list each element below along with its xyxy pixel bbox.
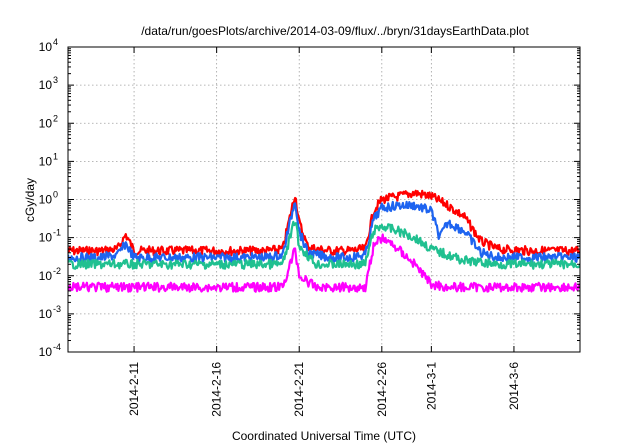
y-axis-label: cGy/day — [23, 178, 37, 222]
chart-title: /data/run/goesPlots/archive/2014-03-09/f… — [141, 24, 529, 38]
y-tick-label: 10 — [39, 231, 53, 245]
y-tick-exponent: 3 — [53, 75, 58, 85]
y-tick-label: 10 — [39, 40, 53, 54]
y-tick-exponent: -2 — [53, 266, 61, 276]
x-tick-label: 2014-2-21 — [292, 362, 306, 417]
y-tick-exponent: 4 — [53, 37, 58, 47]
x-tick-label: 2014-2-26 — [375, 362, 389, 417]
x-tick-labels: 2014-2-11 2014-2-16 2014-2-21 2014-2-26 2014… — [127, 362, 521, 417]
x-tick-label: 2014-2-16 — [210, 362, 224, 417]
y-tick-exponent: 2 — [53, 113, 58, 123]
plot-series — [68, 189, 580, 293]
series-2-line — [68, 200, 580, 264]
y-tick-exponent: -1 — [53, 228, 61, 238]
series-4-line — [68, 233, 580, 293]
grid — [68, 47, 580, 352]
y-tick-exponent: -4 — [53, 342, 61, 352]
y-tick-exponent: 0 — [53, 190, 58, 200]
y-tick-label: 10 — [39, 307, 53, 321]
x-tick-label: 2014-3-1 — [424, 362, 438, 410]
y-tick-label: 10 — [39, 193, 53, 207]
tick-marks — [68, 46, 580, 353]
y-tick-exponent: 1 — [53, 151, 58, 161]
x-tick-label: 2014-2-11 — [127, 362, 141, 416]
y-tick-label: 10 — [39, 116, 53, 130]
y-tick-exponent: -3 — [53, 304, 61, 314]
y-tick-label: 10 — [39, 154, 53, 168]
x-tick-label: 2014-3-6 — [507, 362, 521, 410]
y-tick-label: 10 — [39, 345, 53, 359]
series-3-line — [68, 220, 580, 270]
x-axis-label: Coordinated Universal Time (UTC) — [232, 429, 416, 443]
y-tick-label: 10 — [39, 78, 53, 92]
series-1-line — [68, 189, 580, 257]
y-tick-label: 10 — [39, 269, 53, 283]
